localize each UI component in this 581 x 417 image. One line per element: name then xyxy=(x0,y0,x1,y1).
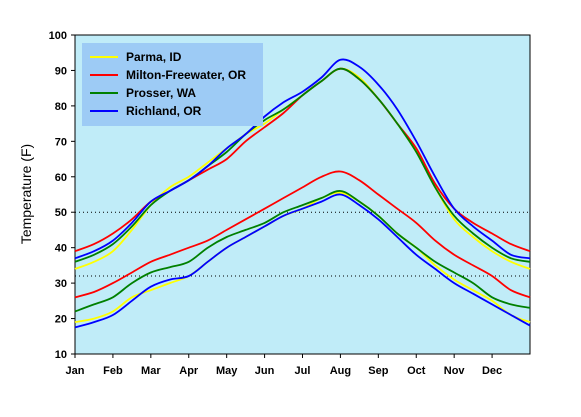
series-line-richland-or-high xyxy=(74,58,531,260)
legend: Parma, ID Milton-Freewater, OR Prosser, WA… xyxy=(82,43,263,126)
y-axis: 10 20 30 40 50 60 70 80 90 100 xyxy=(49,30,75,361)
legend-label-prosser-wa: Prosser, WA xyxy=(126,86,196,100)
legend-label-milton-freewater-or: Milton-Freewater, OR xyxy=(126,68,246,82)
x-axis: Jan Feb Mar Apr May Jun Jul Aug Sep Oct Nov Dec xyxy=(66,354,502,377)
y-tick-label: 100 xyxy=(49,30,67,42)
series-line-milton-freewater-or-low xyxy=(74,170,531,299)
x-tick-label-jun: Jun xyxy=(255,365,275,377)
x-tick-label-nov: Nov xyxy=(444,365,466,377)
x-tick-label-dec: Dec xyxy=(482,365,502,377)
legend-label-parma-id: Parma, ID xyxy=(126,50,182,64)
series-line-prosser-wa-low xyxy=(74,190,531,313)
y-tick-label: 30 xyxy=(55,278,67,290)
x-tick-label-oct: Oct xyxy=(407,365,426,377)
series-line-prosser-wa-high xyxy=(74,67,531,263)
x-tick-label-jul: Jul xyxy=(295,365,311,377)
legend-label-richland-or: Richland, OR xyxy=(126,104,202,118)
y-tick-label: 90 xyxy=(55,65,67,77)
x-tick-label-aug: Aug xyxy=(330,365,351,377)
y-tick-label: 20 xyxy=(55,314,67,326)
y-tick-label: 50 xyxy=(55,207,67,219)
x-tick-label-mar: Mar xyxy=(141,365,161,377)
series-lines xyxy=(74,58,531,329)
y-axis-label: Temperature (F) xyxy=(18,144,34,244)
x-tick-label-may: May xyxy=(216,365,238,377)
y-tick-label: 80 xyxy=(55,101,67,113)
x-tick-label-jan: Jan xyxy=(66,365,85,377)
series-line-richland-or-low xyxy=(74,193,531,329)
y-tick-label: 60 xyxy=(55,172,67,184)
x-tick-label-feb: Feb xyxy=(103,365,123,377)
x-tick-label-sep: Sep xyxy=(368,365,388,377)
x-tick-label-apr: Apr xyxy=(179,365,199,377)
y-tick-label: 40 xyxy=(55,243,67,255)
y-tick-label: 10 xyxy=(55,349,67,361)
y-tick-label: 70 xyxy=(55,136,67,148)
